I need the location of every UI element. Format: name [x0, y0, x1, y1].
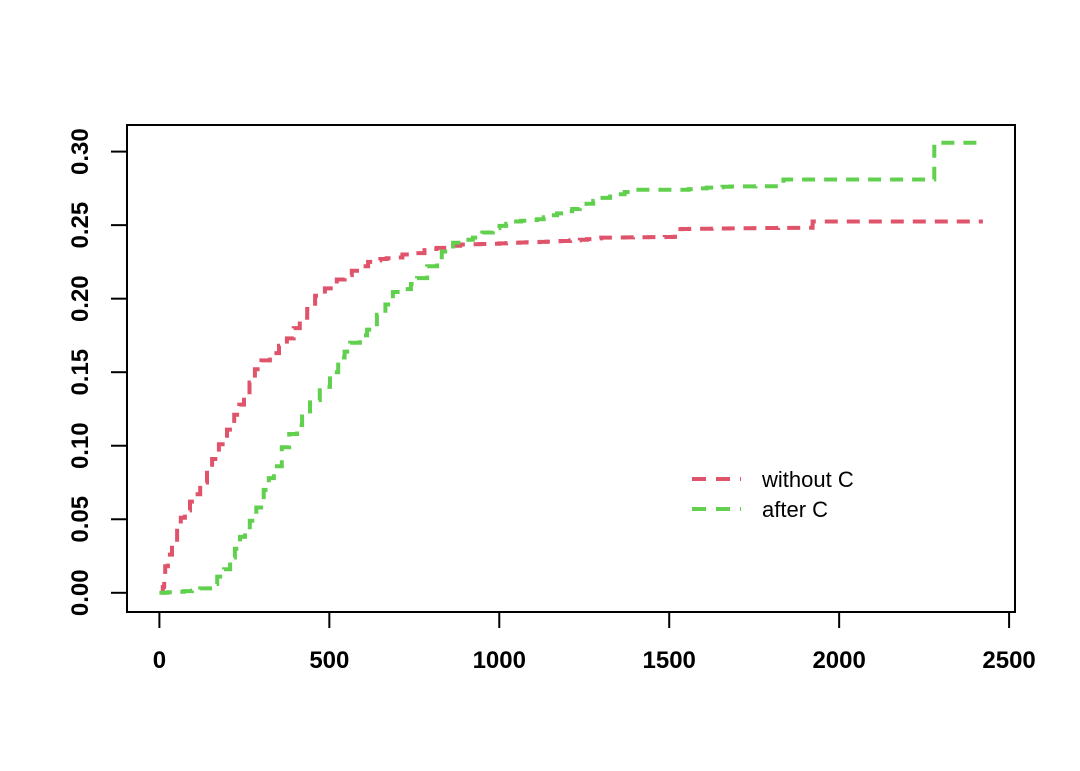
y-tick-label: 0.10: [67, 422, 94, 469]
legend-label-without-c: without C: [761, 467, 854, 492]
x-tick-label: 500: [309, 647, 349, 674]
x-tick-label: 1500: [643, 647, 696, 674]
y-tick-label: 0.30: [67, 128, 94, 175]
series-line-after-c: [159, 140, 982, 595]
plot-box: [126, 124, 1016, 613]
x-tick-label: 2000: [812, 647, 865, 674]
y-tick-label: 0.15: [67, 349, 94, 396]
y-tick-label: 0.00: [67, 569, 94, 616]
y-tick-label: 0.20: [67, 275, 94, 322]
x-tick-label: 0: [153, 647, 166, 674]
y-tick-label: 0.05: [67, 496, 94, 543]
x-tick-label: 2500: [982, 647, 1035, 674]
y-tick-label: 0.25: [67, 202, 94, 249]
x-tick-label: 1000: [473, 647, 526, 674]
series-line-without-c: [160, 219, 983, 595]
legend-label-after-c: after C: [762, 497, 828, 522]
